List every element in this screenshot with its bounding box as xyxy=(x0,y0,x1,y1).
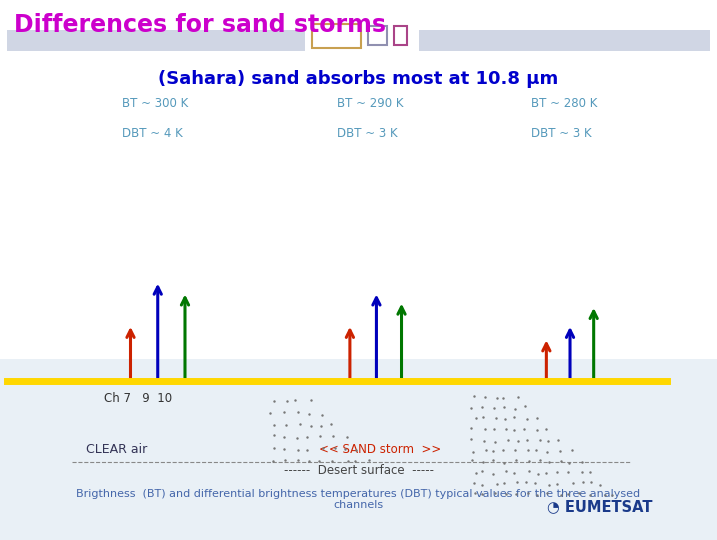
Text: ------  Desert surface  -----: ------ Desert surface ----- xyxy=(283,464,434,477)
Text: DBT ~ 3 K: DBT ~ 3 K xyxy=(337,127,398,140)
Text: BT ~ 300 K: BT ~ 300 K xyxy=(122,97,188,110)
Bar xyxy=(419,30,710,51)
Text: Ch 7   9  10: Ch 7 9 10 xyxy=(104,392,172,404)
Text: Brigthness  (BT) and differential brightness temperatures (DBT) typical values f: Brigthness (BT) and differential brightn… xyxy=(77,489,640,510)
Text: BT ~ 280 K: BT ~ 280 K xyxy=(531,97,597,110)
Bar xyxy=(0,359,717,540)
Bar xyxy=(312,24,361,48)
Bar xyxy=(7,30,305,51)
Text: DBT ~ 3 K: DBT ~ 3 K xyxy=(531,127,592,140)
Text: BT ~ 290 K: BT ~ 290 K xyxy=(337,97,404,110)
Text: (Sahara) sand absorbs most at 10.8 μm: (Sahara) sand absorbs most at 10.8 μm xyxy=(158,70,559,88)
Bar xyxy=(368,26,387,45)
Text: CLEAR air: CLEAR air xyxy=(86,443,147,456)
Text: ◔ EUMETSAT: ◔ EUMETSAT xyxy=(547,500,652,515)
Text: << SAND storm  >>: << SAND storm >> xyxy=(319,443,441,456)
Text: Differences for sand storms: Differences for sand storms xyxy=(14,14,386,37)
Text: DBT ~ 4 K: DBT ~ 4 K xyxy=(122,127,183,140)
Bar xyxy=(394,26,407,45)
